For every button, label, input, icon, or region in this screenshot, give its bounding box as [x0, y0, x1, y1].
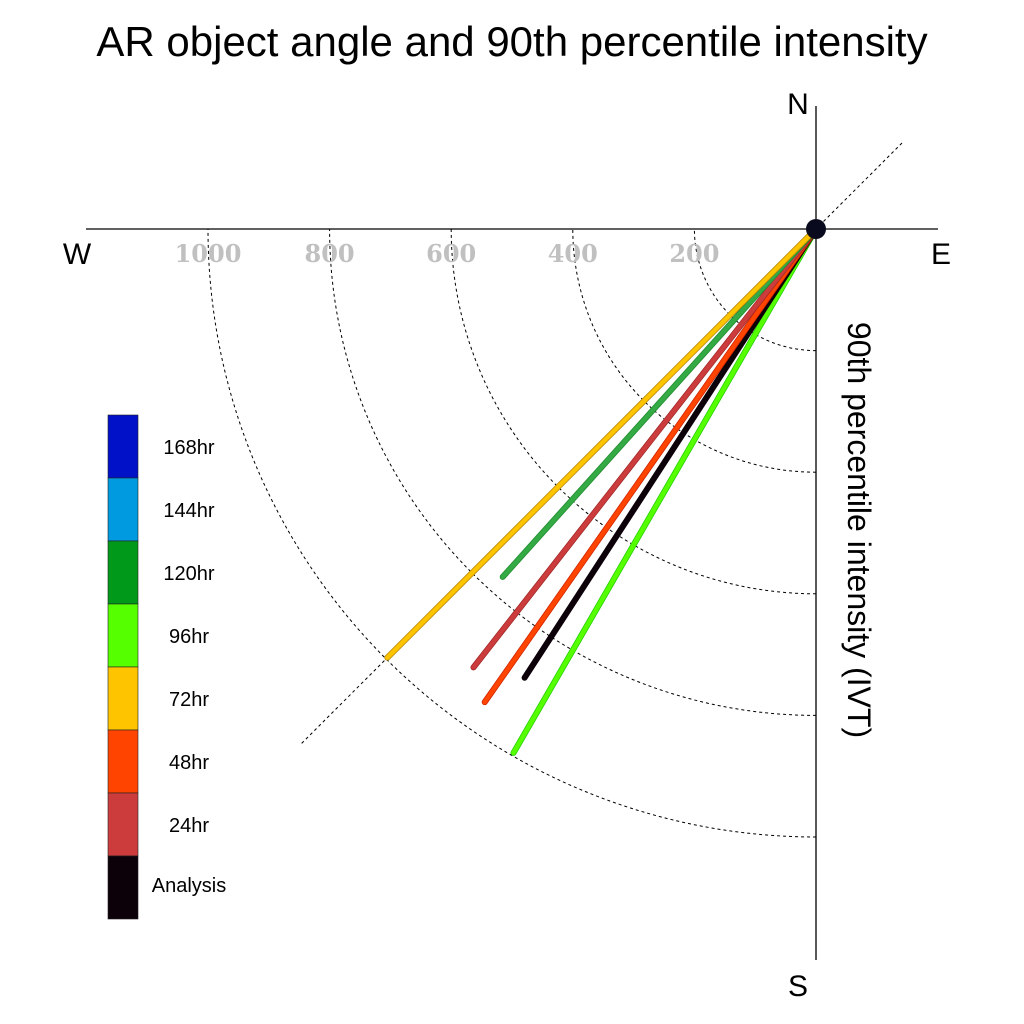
legend-label-96hr: 96hr: [169, 626, 209, 648]
radial-tick-labels: 200 400 600 800 1000: [175, 239, 720, 268]
legend-label-24hr: 24hr: [169, 815, 209, 837]
origin-marker: [806, 219, 826, 239]
compass-east: E: [931, 238, 951, 271]
vector-96hr: [511, 226, 819, 756]
radial-tick-label: 1000: [175, 239, 242, 268]
legend-swatch-48hr: [107, 729, 139, 794]
vector-120hr: [500, 226, 819, 580]
vector-48hr: [482, 226, 819, 705]
radial-axis-label: 90th percentile intensity (IVT): [841, 322, 877, 738]
compass-south: S: [788, 970, 808, 1003]
legend-label-144hr: 144hr: [163, 500, 214, 522]
legend-swatch-24hr: [107, 792, 139, 857]
angle-vectors: [384, 226, 819, 756]
vector-72hr: [385, 226, 819, 660]
vector-24hr: [471, 226, 819, 670]
radial-tick-label: 600: [426, 239, 476, 268]
legend-swatch-144hr: [107, 477, 139, 542]
legend-label-72hr: 72hr: [169, 689, 209, 711]
legend-label-120hr: 120hr: [163, 563, 214, 585]
intensity-rings: [207, 228, 817, 838]
legend-label-analysis: Analysis: [152, 875, 226, 897]
legend: 168hr 144hr 120hr 96hr 72hr 48hr 24hr Analysis: [107, 414, 226, 920]
vector-analysis: [521, 226, 819, 681]
compass-north: N: [787, 88, 809, 121]
radial-tick-label: 200: [669, 239, 719, 268]
legend-swatch-96hr: [107, 603, 139, 668]
legend-label-168hr: 168hr: [163, 437, 214, 459]
legend-swatch-analysis: [107, 855, 139, 920]
intensity-ring-800: [329, 228, 817, 716]
radial-tick-label: 400: [548, 239, 598, 268]
legend-swatch-72hr: [107, 666, 139, 731]
legend-label-48hr: 48hr: [169, 752, 209, 774]
legend-swatch-120hr: [107, 540, 139, 605]
compass-west: W: [63, 238, 92, 271]
intensity-ring-200: [693, 228, 817, 352]
legend-swatch-168hr: [107, 414, 139, 479]
intensity-ring-1000: [207, 228, 817, 838]
chart-title: AR object angle and 90th percentile inte…: [96, 18, 927, 65]
intensity-ring-400: [572, 228, 817, 473]
radial-tick-label: 800: [305, 239, 355, 268]
intensity-ring-600: [450, 228, 817, 595]
